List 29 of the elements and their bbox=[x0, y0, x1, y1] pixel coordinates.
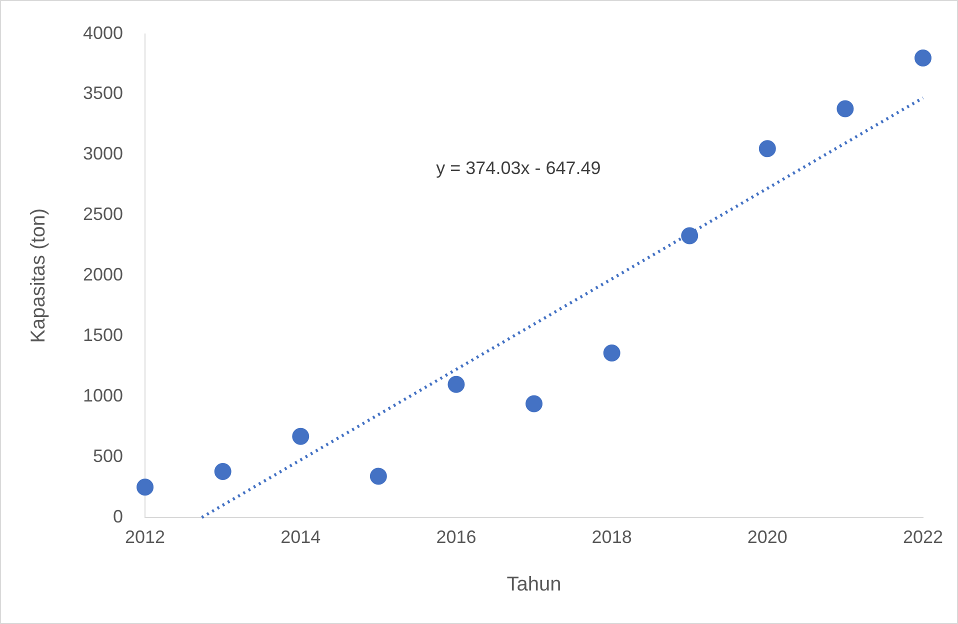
point bbox=[603, 344, 620, 362]
point bbox=[836, 100, 854, 118]
point bbox=[214, 462, 232, 480]
point bbox=[758, 140, 776, 158]
y-tick-label: 500 bbox=[92, 446, 124, 466]
x-tick-label: 2018 bbox=[592, 527, 632, 548]
y-tick-label: 1500 bbox=[82, 325, 124, 346]
x-tick-label: 2012 bbox=[125, 527, 166, 548]
y-tick-label: 3500 bbox=[82, 83, 124, 104]
point bbox=[136, 478, 154, 496]
y-tick-label: 2000 bbox=[82, 264, 124, 285]
y-tick-label: 1000 bbox=[82, 385, 124, 406]
y-tick-label: 4000 bbox=[82, 22, 124, 43]
x-tick-label: 2014 bbox=[280, 527, 321, 548]
point bbox=[914, 49, 932, 66]
x-tick-label: 2016 bbox=[436, 527, 476, 548]
point bbox=[681, 227, 698, 244]
x-tick-label: 2022 bbox=[902, 527, 944, 548]
y-tick-label: 3000 bbox=[82, 144, 124, 164]
x-tick-label: 2020 bbox=[747, 527, 788, 548]
annotation: y = 374.03x - 647.49 bbox=[436, 158, 601, 178]
point bbox=[526, 395, 543, 412]
y-axis-title: Kapasitas (ton) bbox=[28, 208, 50, 343]
y-tick-label: 2500 bbox=[82, 204, 124, 224]
point bbox=[448, 376, 465, 393]
y-tick-label: 0 bbox=[113, 506, 124, 526]
x-axis-title: Tahun bbox=[506, 574, 562, 596]
point bbox=[370, 468, 387, 485]
point bbox=[292, 428, 310, 445]
